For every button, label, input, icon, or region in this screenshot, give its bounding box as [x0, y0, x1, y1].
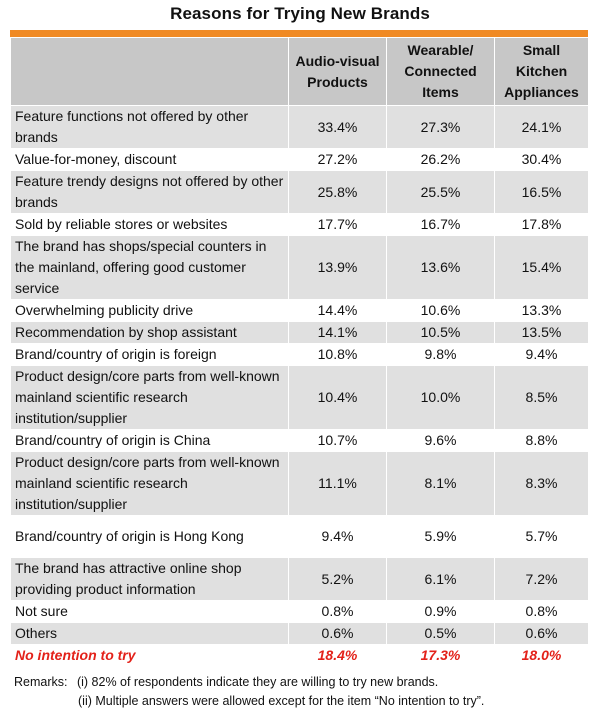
table-row: Product design/core parts from well-know… [10, 451, 589, 516]
row-value: 16.5% [494, 170, 589, 214]
row-label: Value-for-money, discount [10, 148, 289, 171]
row-value: 8.3% [494, 451, 589, 516]
row-value: 17.3% [386, 644, 495, 667]
row-value: 10.0% [386, 365, 495, 430]
row-value: 0.9% [386, 600, 495, 623]
row-label: Feature trendy designs not offered by ot… [10, 170, 289, 214]
row-value: 14.1% [288, 321, 387, 344]
table-row: Product design/core parts from well-know… [10, 365, 589, 430]
row-value: 26.2% [386, 148, 495, 171]
row-value: 24.1% [494, 105, 589, 149]
row-value: 0.8% [494, 600, 589, 623]
row-value: 27.3% [386, 105, 495, 149]
row-value: 14.4% [288, 299, 387, 322]
table-row: Brand/country of origin is Hong Kong 9.4%… [10, 515, 589, 558]
remark-line-1: Remarks: (i) 82% of respondents indicate… [14, 673, 484, 692]
row-value: 10.5% [386, 321, 495, 344]
row-value: 10.6% [386, 299, 495, 322]
row-value: 5.9% [386, 515, 495, 558]
row-value: 9.6% [386, 429, 495, 452]
row-value: 0.6% [494, 622, 589, 645]
table-row: Feature trendy designs not offered by ot… [10, 170, 589, 214]
table-row: Overwhelming publicity drive 14.4% 10.6% 13… [10, 299, 589, 322]
remark-item-2: (ii) Multiple answers were allowed excep… [78, 694, 485, 708]
row-label: Sold by reliable stores or websites [10, 213, 289, 236]
table-row: Recommendation by shop assistant 14.1% 10.… [10, 321, 589, 344]
row-label: Others [10, 622, 289, 645]
row-value: 13.5% [494, 321, 589, 344]
row-label: The brand has attractive online shop pro… [10, 557, 289, 601]
row-value: 8.8% [494, 429, 589, 452]
remark-line-2: (ii) Multiple answers were allowed excep… [14, 692, 484, 711]
page-title: Reasons for Trying New Brands [170, 4, 430, 23]
column-header-label [10, 37, 289, 106]
row-value: 15.4% [494, 235, 589, 300]
row-label: Brand/country of origin is foreign [10, 343, 289, 366]
row-value: 0.8% [288, 600, 387, 623]
row-value: 5.7% [494, 515, 589, 558]
column-header-wearable: Wearable/ Connected Items [386, 37, 495, 106]
row-label: Recommendation by shop assistant [10, 321, 289, 344]
remark-item-1: (i) 82% of respondents indicate they are… [76, 675, 439, 689]
row-value: 13.6% [386, 235, 495, 300]
row-label: The brand has shops/special counters in … [10, 235, 289, 300]
row-value: 9.4% [494, 343, 589, 366]
table-row: The brand has attractive online shop pro… [10, 557, 589, 601]
row-value: 9.8% [386, 343, 495, 366]
row-value: 17.7% [288, 213, 387, 236]
table-row-highlight: No intention to try 18.4% 17.3% 18.0% [10, 644, 589, 667]
row-value: 5.2% [288, 557, 387, 601]
row-value: 11.1% [288, 451, 387, 516]
brands-table: Audio-visual Products Wearable/ Connecte… [10, 37, 589, 667]
row-label: Brand/country of origin is Hong Kong [10, 515, 289, 558]
row-value: 25.5% [386, 170, 495, 214]
table-row: Feature functions not offered by other b… [10, 105, 589, 149]
table-body: Feature functions not offered by other b… [10, 105, 589, 667]
row-label: Overwhelming publicity drive [10, 299, 289, 322]
row-value: 27.2% [288, 148, 387, 171]
row-value: 8.1% [386, 451, 495, 516]
row-value: 18.0% [494, 644, 589, 667]
row-label: Product design/core parts from well-know… [10, 365, 289, 430]
row-value: 17.8% [494, 213, 589, 236]
remarks-heading: Remarks: [14, 675, 68, 689]
remarks: Remarks: (i) 82% of respondents indicate… [14, 673, 484, 711]
accent-bar [10, 30, 588, 37]
row-label: Feature functions not offered by other b… [10, 105, 289, 149]
row-value: 10.8% [288, 343, 387, 366]
row-value: 30.4% [494, 148, 589, 171]
table-header-row: Audio-visual Products Wearable/ Connecte… [10, 37, 589, 106]
row-value: 33.4% [288, 105, 387, 149]
row-value: 10.4% [288, 365, 387, 430]
row-value: 13.3% [494, 299, 589, 322]
table-row: The brand has shops/special counters in … [10, 235, 589, 300]
row-label: No intention to try [10, 644, 289, 667]
row-label: Product design/core parts from well-know… [10, 451, 289, 516]
row-label: Brand/country of origin is China [10, 429, 289, 452]
row-value: 6.1% [386, 557, 495, 601]
column-header-kitchen: Small Kitchen Appliances [494, 37, 589, 106]
row-value: 0.5% [386, 622, 495, 645]
row-value: 0.6% [288, 622, 387, 645]
table-row: Others 0.6% 0.5% 0.6% [10, 622, 589, 645]
column-header-audio-visual: Audio-visual Products [288, 37, 387, 106]
table-row: Brand/country of origin is China 10.7% 9.6… [10, 429, 589, 452]
table-row: Not sure 0.8% 0.9% 0.8% [10, 600, 589, 623]
row-value: 7.2% [494, 557, 589, 601]
row-value: 9.4% [288, 515, 387, 558]
row-label: Not sure [10, 600, 289, 623]
row-value: 13.9% [288, 235, 387, 300]
row-value: 25.8% [288, 170, 387, 214]
table-row: Value-for-money, discount 27.2% 26.2% 30.4% [10, 148, 589, 171]
table-row: Brand/country of origin is foreign 10.8% 9… [10, 343, 589, 366]
row-value: 18.4% [288, 644, 387, 667]
row-value: 16.7% [386, 213, 495, 236]
table-row: Sold by reliable stores or websites 17.7%… [10, 213, 589, 236]
row-value: 8.5% [494, 365, 589, 430]
row-value: 10.7% [288, 429, 387, 452]
